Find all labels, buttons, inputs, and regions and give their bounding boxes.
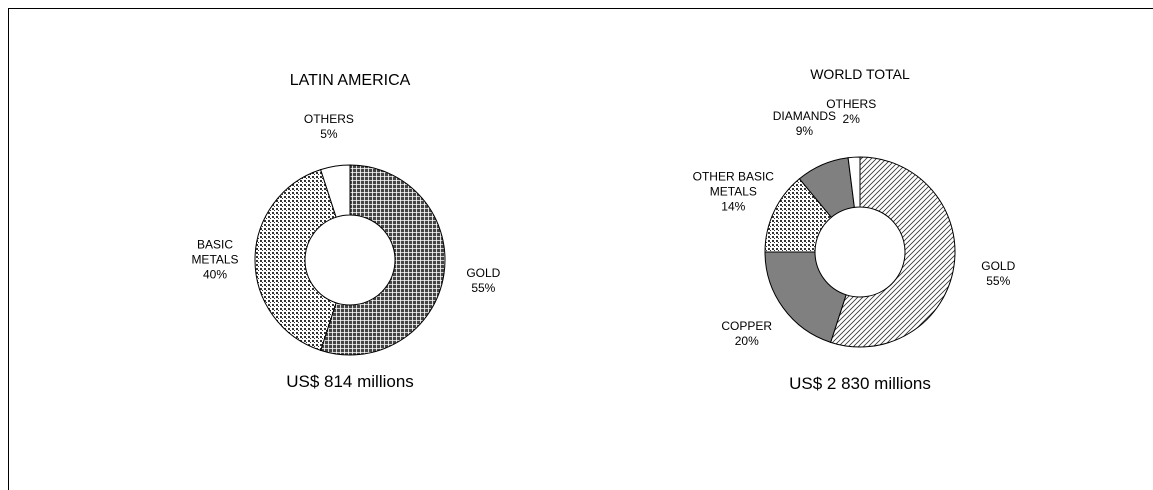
chart-caption: US$ 814 millions — [286, 372, 414, 391]
slice-value-label: 55% — [471, 281, 496, 296]
chart-title: LATIN AMERICA — [289, 72, 411, 89]
slice-label: OTHERS 5% — [289, 112, 369, 142]
donut-slice — [830, 156, 956, 348]
slice-category: OTHERS — [303, 111, 354, 126]
donut-slice — [254, 169, 337, 351]
slice-category: GOLD — [981, 258, 1016, 273]
slice-label: DIAMANDS 9% — [764, 109, 844, 139]
slice-value-label: 40% — [202, 267, 228, 282]
slice-value-label: 9% — [795, 123, 814, 138]
donut-slice — [320, 164, 446, 356]
slice-label: OTHERS 2% — [811, 97, 891, 127]
slice-value-label: 55% — [986, 273, 1011, 288]
slice-value-label: 20% — [734, 334, 759, 349]
slice-category: GOLD — [466, 266, 501, 281]
frame — [8, 8, 1153, 490]
slice-value-label: 14% — [721, 199, 746, 214]
chart-caption: US$ 2 830 millions — [789, 374, 931, 393]
slice-value-label: 5% — [320, 126, 338, 141]
slice-category: BASIC METALS — [191, 237, 239, 267]
slice-category: COPPER — [721, 319, 773, 334]
slice-category: DIAMANDS — [772, 108, 837, 123]
slice-label: BASIC METALS 40% — [185, 238, 245, 283]
slice-category: OTHER BASIC METALS — [692, 169, 774, 199]
slice-value-label: 2% — [842, 112, 860, 127]
chart-title: WORLD TOTAL — [810, 66, 910, 82]
slice-label: GOLD 55% — [443, 266, 523, 296]
donut-slice — [320, 164, 351, 218]
slice-label: OTHER BASIC METALS 14% — [678, 170, 788, 215]
donut-slice — [847, 156, 861, 208]
slice-label: GOLD 55% — [958, 259, 1038, 289]
slice-category: OTHERS — [826, 97, 877, 112]
slice-label: COPPER 20% — [707, 319, 787, 349]
